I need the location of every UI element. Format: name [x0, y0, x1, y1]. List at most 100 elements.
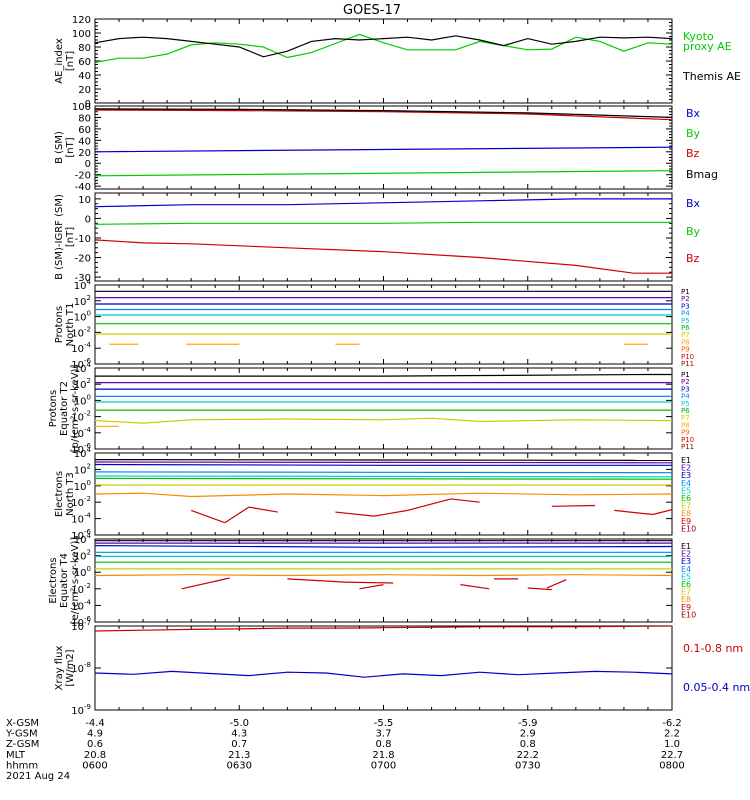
legend-entry: P6 [681, 407, 690, 415]
y-tick-label: 102 [74, 462, 91, 476]
y-tick-label: 10-7 [71, 619, 91, 633]
date-label: 2021 Aug 24 [6, 771, 70, 782]
legend-entry: P1 [681, 288, 690, 296]
y-tick-label: 10-4 [71, 598, 91, 612]
y-tick-label: 10-2 [71, 325, 91, 339]
legend-entry: E10 [681, 524, 696, 533]
x-row-value: 3.7 [376, 729, 392, 740]
legend-entry: E1 [681, 456, 691, 465]
x-row-value: 1.0 [664, 739, 680, 750]
y-tick-label: 10-4 [71, 426, 91, 440]
series-e9 [359, 584, 384, 590]
series-e9 [527, 587, 552, 591]
y-tick-label: 80 [78, 113, 91, 124]
legend-entry: E8 [681, 509, 691, 518]
legend-entry: By [686, 127, 701, 140]
y-tick-label: 10-2 [71, 582, 91, 596]
panel-pe: 10-6 10-4 10-2 100 102 104 Protons Equator T2 [p… [48, 361, 694, 456]
y-tick-label: 100 [74, 310, 91, 324]
legend-entry: P7 [681, 331, 690, 339]
legend-entry: P3 [681, 302, 690, 310]
series-e9 [224, 506, 250, 524]
y-axis-label: B (SM) [54, 131, 65, 164]
x-row-label: hhmm [6, 760, 38, 771]
legend: Bx By Bz [686, 197, 701, 265]
y-tick-label: 100 [72, 29, 91, 40]
legend-entry: E6 [681, 494, 691, 503]
legend-entry: By [686, 225, 701, 238]
series-e9 [287, 578, 346, 583]
y-tick-label: 100 [74, 479, 91, 493]
y-tick-label: 0 [85, 159, 91, 170]
legend-entry: E2 [681, 550, 691, 559]
x-row-value: 0730 [515, 760, 540, 771]
y-tick-label: 10-6 [71, 615, 91, 629]
legend-entry: E5 [681, 572, 691, 581]
y-tick-label: 104 [74, 446, 92, 460]
y-tick-label: 104 [74, 278, 92, 292]
panel-en: 10-6 10-4 10-2 100 102 104 Electrons North T3 E1… [54, 446, 696, 542]
y-axis-label: AE_index [54, 38, 65, 84]
legend-entry: E3 [681, 471, 691, 480]
legend-entry: P2 [681, 295, 690, 303]
x-row-value: -4.4 [85, 718, 105, 729]
legend: 0.1-0.8 nm 0.05-0.4 nm [683, 642, 750, 694]
y-tick-label: 104 [74, 532, 92, 546]
y-tick-label: 102 [74, 377, 91, 391]
x-axis-annotations: X-GSM -4.4 -5.0 -5.5 -5.9 -6.2 Y-GSM 4.9 4.3 3.7 2… [5, 718, 685, 782]
y-axis-label: [nT] [65, 137, 76, 157]
y-tick-label: 40 [78, 136, 91, 147]
legend-entry: P5 [681, 317, 690, 325]
y-axis-label: Electrons [54, 471, 65, 517]
y-tick-label: 10-8 [71, 661, 91, 675]
y-tick-label: -10 [75, 234, 91, 245]
y-tick-label: 10-2 [71, 410, 91, 424]
legend-entry: P4 [681, 393, 690, 401]
series-e9 [373, 509, 408, 517]
y-tick-label: 80 [78, 43, 91, 54]
legend-entry: E2 [681, 464, 691, 473]
y-tick-label: 102 [74, 549, 91, 563]
y-tick-label: 10-4 [71, 512, 91, 526]
y-tick-label: 10-2 [71, 495, 91, 509]
series-e9 [460, 584, 490, 590]
y-tick-label: -30 [75, 273, 91, 284]
legend-entry: E9 [681, 517, 691, 526]
legend-entry: Bz [686, 147, 700, 160]
series-kyoto [95, 33, 672, 63]
x-row-value: 2.9 [520, 729, 536, 740]
panel-ee: 10-6 10-4 10-2 100 102 104 Electrons Equator T4… [48, 532, 696, 629]
x-row-label: Z-GSM [6, 739, 39, 750]
x-row-value: 22.7 [661, 750, 683, 761]
legend-entry: E4 [681, 479, 691, 488]
figure-title: GOES-17 [343, 3, 401, 18]
y-tick-label: 0 [85, 99, 91, 110]
x-row-value: 4.9 [87, 729, 103, 740]
legend-entry: Themis AE [682, 70, 741, 83]
y-tick-label: 104 [74, 361, 92, 375]
legend-entry: E7 [681, 502, 691, 511]
legend-entry: P8 [681, 421, 690, 429]
series-e9 [190, 509, 226, 524]
series-by [95, 170, 672, 177]
series-bz [95, 109, 672, 121]
x-row-value: 0.7 [231, 739, 247, 750]
series-e9 [181, 577, 230, 590]
x-row-value: 20.8 [84, 750, 106, 761]
x-row-value: 0700 [371, 760, 396, 771]
series-e8 [95, 574, 672, 577]
x-row-value: -5.5 [374, 718, 394, 729]
series-0-1-0-8-nm [95, 626, 672, 632]
y-tick-label: 10-6 [71, 442, 91, 456]
legend-entry: Bmag [686, 168, 718, 181]
legend-entry: E7 [681, 588, 691, 597]
y-axis-label: Electrons [48, 557, 59, 603]
series-e5 [95, 475, 672, 478]
y-tick-label: 20 [78, 85, 91, 96]
series-e9 [335, 511, 374, 517]
panel-bigrf: -30 -20 -10 0 10 B (SM)-IGRF (SM) [nT] Bx By Bz [54, 192, 701, 284]
series-e9 [614, 509, 653, 516]
